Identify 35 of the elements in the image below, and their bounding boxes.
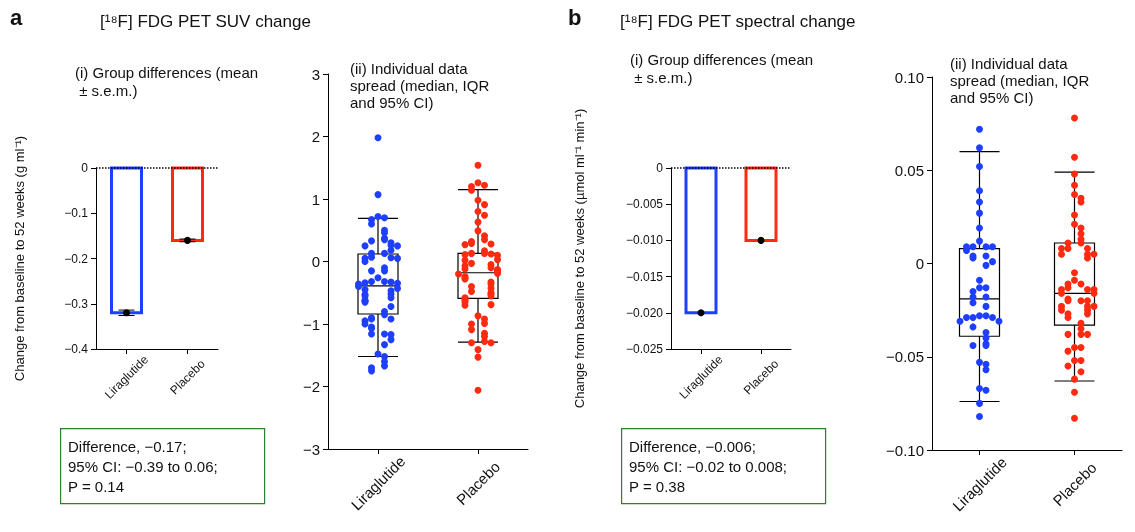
y-tick-label: −0.10 bbox=[886, 441, 924, 459]
y-tick-label: 3 bbox=[311, 65, 320, 83]
text: Difference, −0.17; 95% CI: −0.39 to 0.06; P = 0.14 bbox=[68, 437, 218, 495]
chart-title: [¹⁸F] FDG PET SUV change bbox=[100, 12, 311, 31]
y-tick-label: −0.2 bbox=[64, 251, 89, 266]
chart-subtitle: (i) Group differences (mean ± s.e.m.) bbox=[75, 63, 259, 99]
y-tick-label: 1 bbox=[311, 190, 320, 208]
y-tick-label: −0.025 bbox=[625, 342, 664, 356]
y-tick-label: −0.005 bbox=[625, 197, 664, 212]
y-axis-title: Change from baseline to 52 weeks (g ml⁻¹) bbox=[12, 135, 27, 382]
y-axis-title: Change from baseline to 52 weeks (µmol ml⁻¹ min⁻¹) bbox=[572, 108, 587, 409]
chart-subtitle: (i) Group differences (mean ± s.e.m.) bbox=[630, 50, 814, 86]
y-tick-label: −2 bbox=[302, 378, 320, 395]
chart-title: [¹⁸F] FDG PET spectral change bbox=[620, 12, 856, 31]
y-tick-label: 0 bbox=[656, 161, 664, 175]
chart-title: (ii) Individual data spread (median, IQR and 95% CI) bbox=[350, 60, 494, 111]
y-tick-label: −0.4 bbox=[64, 342, 89, 356]
y-tick-label: −1 bbox=[302, 315, 320, 333]
text: a bbox=[10, 4, 23, 30]
y-tick-label: −0.020 bbox=[625, 305, 664, 320]
y-tick-label: 0.10 bbox=[894, 68, 924, 86]
y-tick-label: −0.010 bbox=[625, 233, 664, 248]
chart-title: (ii) Individual data spread (median, IQR and 95% CI) bbox=[950, 55, 1094, 106]
y-tick-label: −0.05 bbox=[886, 348, 924, 366]
y-tick-label: 2 bbox=[311, 128, 320, 145]
text: Difference, −0.006; 95% CI: −0.02 to 0.008; P = 0.38 bbox=[629, 437, 788, 495]
y-tick-label: −0.3 bbox=[64, 296, 89, 311]
y-tick-label: 0.05 bbox=[894, 161, 924, 179]
y-tick-label: 0 bbox=[81, 161, 89, 175]
y-tick-label: 0 bbox=[311, 253, 320, 270]
y-tick-label: −0.1 bbox=[64, 206, 89, 221]
y-tick-label: −0.015 bbox=[625, 269, 664, 284]
y-tick-label: 0 bbox=[915, 255, 924, 272]
y-tick-label: −3 bbox=[302, 440, 320, 458]
text: b bbox=[568, 4, 582, 30]
